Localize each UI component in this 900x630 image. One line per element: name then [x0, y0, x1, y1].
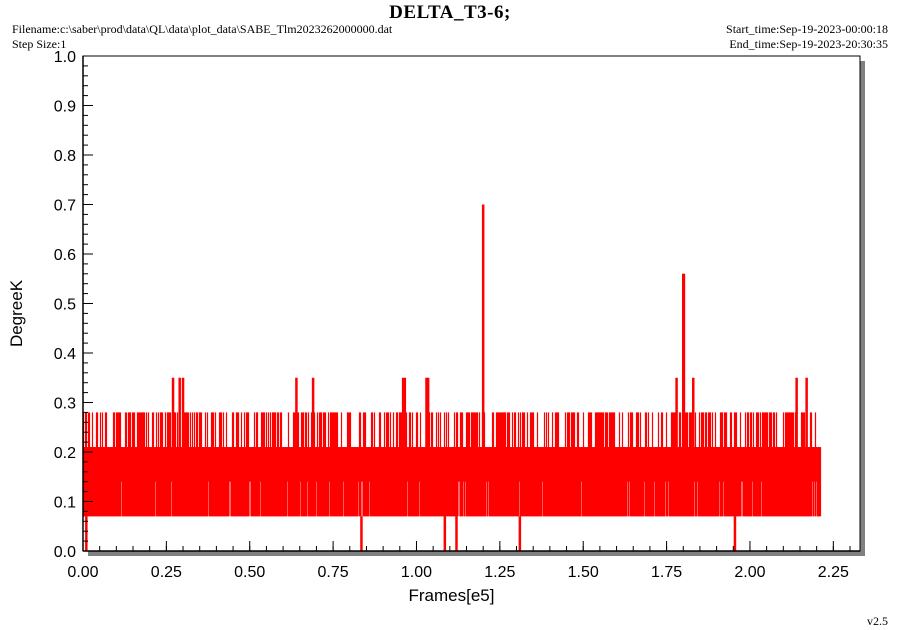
x-axis-title: Frames[e5]	[409, 586, 495, 605]
x-tick-label: 1.00	[401, 564, 432, 581]
y-tick-label: 0.8	[54, 148, 76, 165]
y-tick-label: 0.0	[54, 544, 76, 561]
y-tick-label: 0.6	[54, 247, 76, 264]
x-tick-label: 2.25	[818, 564, 849, 581]
x-tick-label: 2.00	[734, 564, 765, 581]
chart-title: DELTA_T3-6;	[389, 2, 511, 23]
y-tick-label: 0.9	[54, 99, 76, 116]
start-time-label: Start_time:Sep-19-2023-00:00:18	[726, 22, 888, 36]
y-tick-label: 0.5	[54, 297, 76, 314]
y-tick-label: 0.7	[54, 198, 76, 215]
axes-layer: 0.0 0.1 0.2 0.3 0.4 0.5 0.6 0.7 0.8 0.9 1.0 0.00 0.2…	[54, 49, 860, 581]
x-tick-label: 0.25	[151, 564, 182, 581]
x-tick-label: 1.75	[651, 564, 682, 581]
y-tick-label: 0.2	[54, 445, 76, 462]
y-tick-label: 1.0	[54, 49, 76, 66]
x-tick-label: 1.25	[484, 564, 515, 581]
series-core-band	[83, 447, 820, 517]
step-size-label: Step Size:1	[12, 37, 67, 51]
version-label: v2.5	[867, 614, 888, 628]
y-tick-label: 0.4	[54, 346, 76, 363]
y-axis-title: DegreeK	[7, 279, 26, 347]
x-tick-label: 0.50	[234, 564, 265, 581]
series-layer	[82, 204, 822, 551]
x-tick-label: 1.50	[568, 564, 599, 581]
end-time-label: End_time:Sep-19-2023-20:30:35	[729, 37, 888, 51]
filename-label: Filename:c:\saber\prod\data\QL\data\plot…	[12, 22, 393, 36]
y-tick-label: 0.1	[54, 495, 76, 512]
y-tick-label: 0.3	[54, 396, 76, 413]
x-tick-label: 0.75	[318, 564, 349, 581]
x-tick-label: 0.00	[67, 564, 98, 581]
